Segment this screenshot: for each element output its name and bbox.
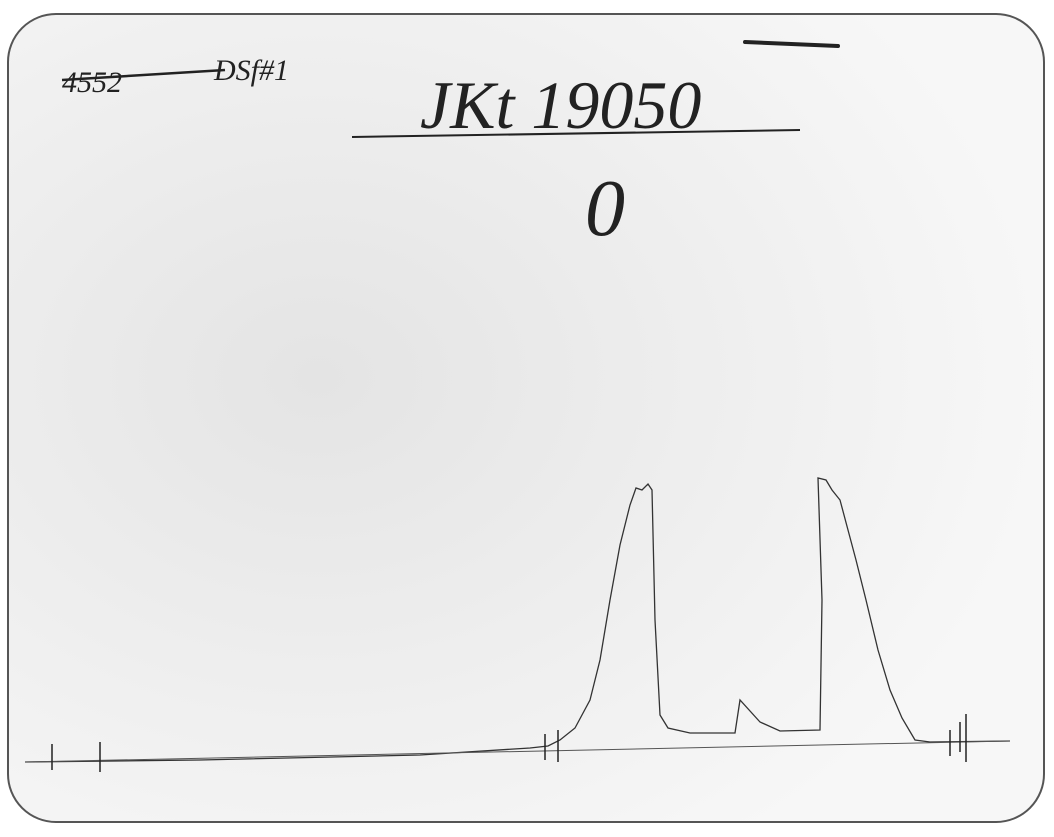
title: JKt 19050 — [420, 67, 701, 143]
baseline — [24, 740, 1011, 763]
tick-noise — [51, 714, 967, 772]
subtitle: 0 — [585, 165, 625, 253]
trace — [24, 477, 1011, 763]
card — [7, 13, 1045, 823]
pen-stroke — [743, 40, 840, 48]
strike-through — [61, 68, 226, 82]
note-label: DSf#1 — [213, 54, 289, 87]
note-code: 4552 — [62, 66, 122, 99]
title-underline — [351, 129, 801, 138]
